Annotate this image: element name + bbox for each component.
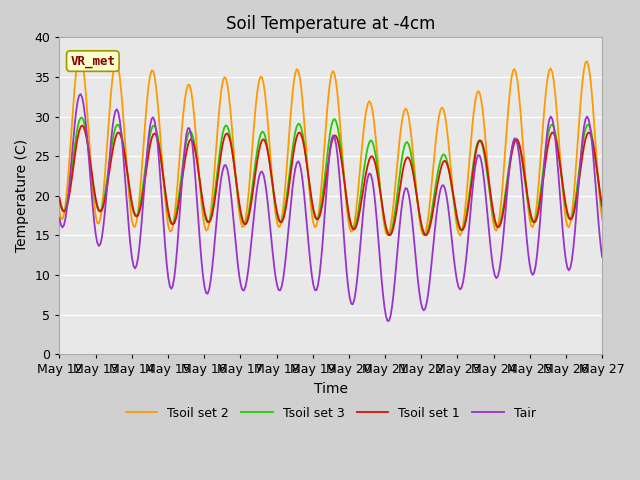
Tair — [294, 158, 302, 164]
Title: Soil Temperature at -4cm: Soil Temperature at -4cm — [226, 15, 435, 33]
Line: Tair: Tair — [60, 94, 602, 321]
Tair — [246, 252, 254, 258]
Tsoil set 1 — [124, 171, 131, 177]
Tsoil set 1 — [237, 210, 244, 216]
Tsoil set 2 — [246, 175, 254, 180]
X-axis label: Time: Time — [314, 382, 348, 396]
Tsoil set 3 — [294, 121, 302, 127]
Line: Tsoil set 2: Tsoil set 2 — [60, 54, 602, 235]
Tair — [124, 208, 131, 214]
Tair — [77, 91, 84, 97]
Tair — [219, 168, 227, 173]
Tsoil set 1 — [598, 203, 606, 209]
Line: Tsoil set 1: Tsoil set 1 — [60, 125, 602, 235]
Tsoil set 3 — [77, 115, 84, 120]
Tsoil set 3 — [246, 202, 254, 208]
Tsoil set 3 — [598, 206, 606, 212]
Tsoil set 1 — [571, 205, 579, 211]
Tair — [237, 282, 244, 288]
Tsoil set 3 — [421, 232, 429, 238]
Tsoil set 1 — [219, 141, 227, 147]
Tsoil set 1 — [78, 122, 86, 128]
Legend: Tsoil set 2, Tsoil set 3, Tsoil set 1, Tair: Tsoil set 2, Tsoil set 3, Tsoil set 1, T… — [121, 402, 541, 424]
Tsoil set 2 — [77, 51, 84, 57]
Tair — [598, 254, 606, 260]
Tsoil set 2 — [571, 178, 579, 184]
Tsoil set 1 — [294, 130, 302, 136]
Tsoil set 3 — [571, 200, 579, 205]
Tsoil set 3 — [219, 130, 227, 136]
Tsoil set 2 — [237, 220, 244, 226]
Tsoil set 2 — [420, 232, 428, 238]
Tsoil set 1 — [56, 195, 63, 201]
Y-axis label: Temperature (C): Temperature (C) — [15, 139, 29, 252]
Tsoil set 3 — [237, 212, 244, 218]
Tsoil set 1 — [246, 208, 254, 214]
Line: Tsoil set 3: Tsoil set 3 — [60, 118, 602, 235]
Tsoil set 3 — [124, 172, 131, 178]
Tair — [56, 216, 63, 221]
Tsoil set 2 — [219, 79, 227, 84]
Tsoil set 2 — [294, 68, 302, 73]
Tsoil set 2 — [598, 216, 606, 222]
Text: VR_met: VR_met — [70, 55, 115, 68]
Tsoil set 3 — [56, 198, 63, 204]
Tsoil set 2 — [56, 209, 63, 215]
Tair — [571, 228, 579, 234]
Tsoil set 1 — [421, 232, 429, 238]
Tsoil set 2 — [124, 173, 131, 179]
Tair — [383, 318, 391, 324]
